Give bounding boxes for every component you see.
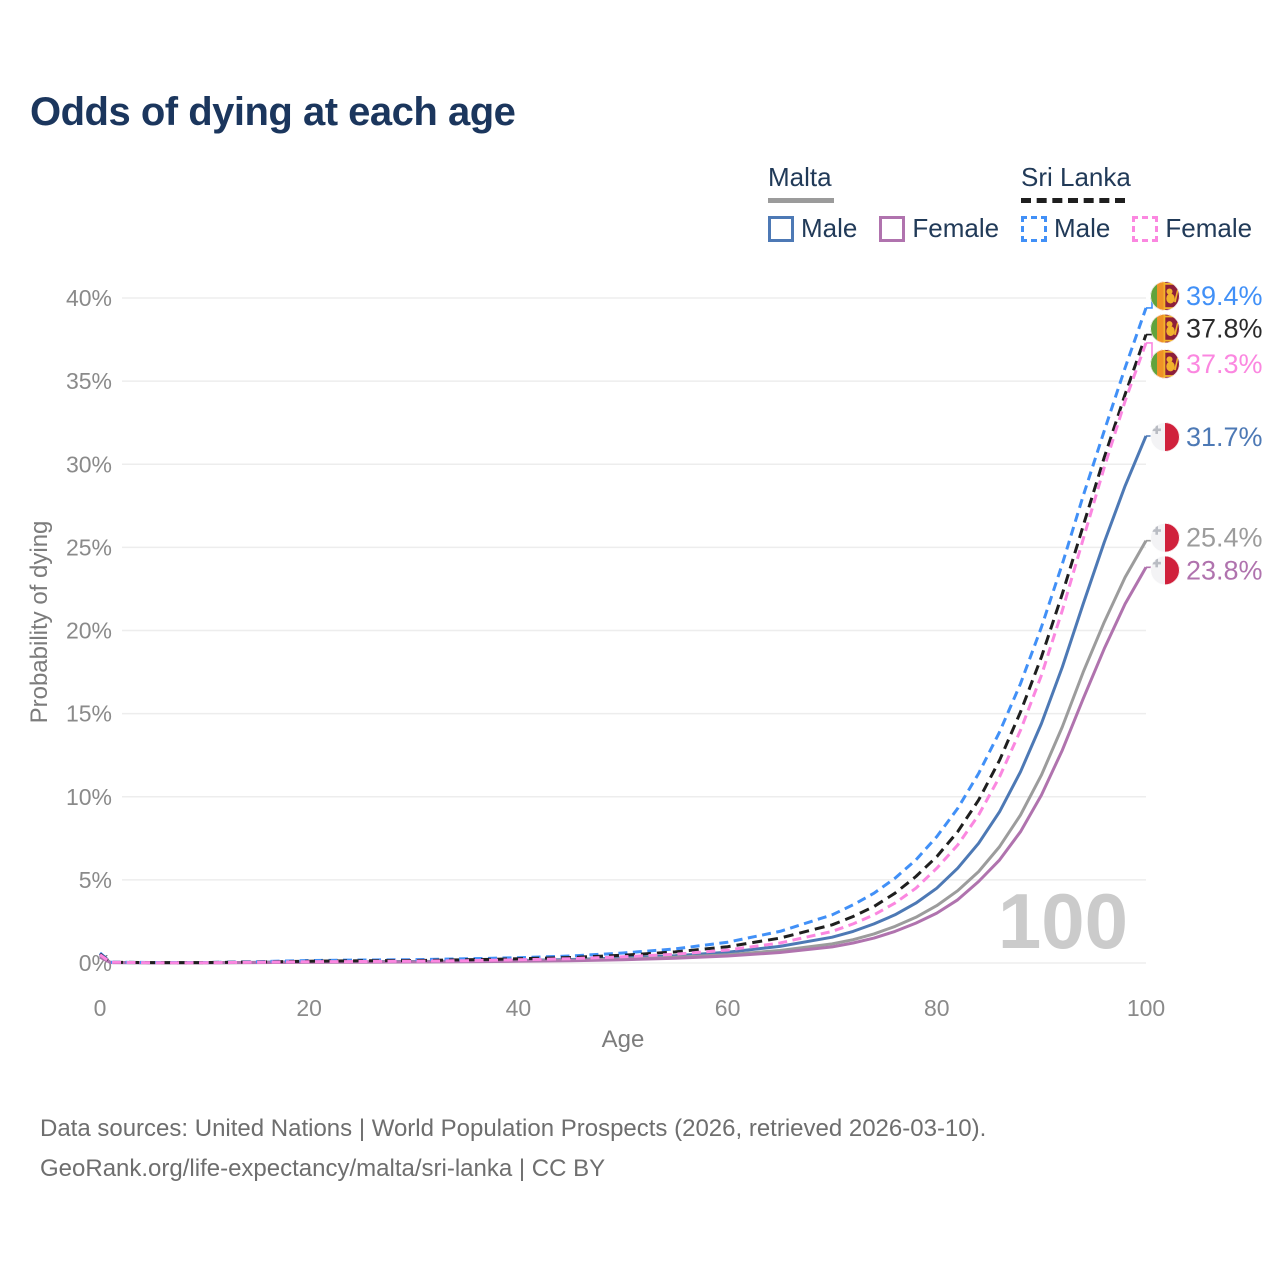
flag-icon-malta xyxy=(1150,422,1180,452)
footer-line-2: GeoRank.org/life-expectancy/malta/sri-la… xyxy=(40,1155,606,1182)
flag-icon-malta xyxy=(1150,523,1180,553)
end-value-label-sri-lanka-female: 37.3% xyxy=(1186,349,1263,379)
end-value-label-malta: 25.4% xyxy=(1186,523,1263,553)
flag-icon-sri-lanka xyxy=(1150,281,1180,311)
legend-group-sri-lanka: Sri Lanka Male Female xyxy=(1021,162,1252,244)
y-tick-label: 20% xyxy=(66,618,112,644)
y-tick-label: 5% xyxy=(79,867,112,893)
legend-item-malta-male[interactable]: Male xyxy=(768,213,857,244)
legend-item-sri-lanka-female[interactable]: Female xyxy=(1132,213,1252,244)
series-line-sri-lanka-male xyxy=(99,307,1148,964)
x-tick-label: 60 xyxy=(715,995,741,1021)
x-tick-label: 0 xyxy=(94,995,107,1021)
legend-label-malta-male: Male xyxy=(801,213,858,243)
flag-icon-sri-lanka xyxy=(1150,349,1180,379)
legend-header-malta[interactable]: Malta xyxy=(768,162,832,192)
legend-label-malta-female: Female xyxy=(912,213,1000,243)
series-line-sri-lanka-female xyxy=(99,342,1148,965)
y-tick-label: 10% xyxy=(66,784,112,810)
legend-header-sri-lanka[interactable]: Sri Lanka xyxy=(1021,162,1131,192)
end-value-label-malta-male: 31.7% xyxy=(1186,422,1263,452)
x-tick-label: 100 xyxy=(1127,995,1165,1021)
y-axis-title: Probability of dying xyxy=(26,521,53,724)
end-value-label-sri-lanka-male: 39.4% xyxy=(1186,281,1263,311)
x-tick-label: 40 xyxy=(506,995,532,1021)
legend-label-sri-lanka-female: Female xyxy=(1165,213,1253,243)
x-axis-title: Age xyxy=(602,1026,645,1053)
legend-item-malta-female[interactable]: Female xyxy=(879,213,999,244)
malta-female-swatch[interactable] xyxy=(879,215,906,242)
sri-lanka-female-swatch[interactable] xyxy=(1132,215,1159,242)
age-watermark: 100 xyxy=(998,877,1128,965)
y-tick-label: 25% xyxy=(66,534,112,560)
series-line-malta-female xyxy=(99,566,1148,965)
y-tick-label: 40% xyxy=(66,285,112,311)
flag-icon-sri-lanka xyxy=(1150,314,1180,344)
legend-label-sri-lanka-male: Male xyxy=(1054,213,1111,243)
y-tick-label: 0% xyxy=(79,950,112,976)
sri-lanka-line-sample xyxy=(1021,198,1125,203)
footer-line-1: Data sources: United Nations | World Pop… xyxy=(40,1115,987,1142)
sri-lanka-male-swatch[interactable] xyxy=(1021,215,1047,242)
y-tick-label: 35% xyxy=(66,368,112,394)
data-source-footer: Data sources: United Nations | World Pop… xyxy=(40,1109,986,1189)
y-tick-label: 30% xyxy=(66,451,112,477)
flag-icon-malta xyxy=(1150,555,1180,585)
x-tick-label: 80 xyxy=(924,995,950,1021)
end-value-label-sri-lanka: 37.8% xyxy=(1186,314,1263,344)
series-line-malta-male xyxy=(99,435,1148,965)
x-tick-label: 20 xyxy=(296,995,322,1021)
series-line-sri-lanka xyxy=(99,334,1148,965)
legend-group-malta: Malta Male Female xyxy=(768,162,999,244)
y-tick-label: 15% xyxy=(66,701,112,727)
malta-line-sample xyxy=(768,198,834,203)
page-title: Odds of dying at each age xyxy=(30,90,516,134)
end-value-label-malta-female: 23.8% xyxy=(1186,555,1263,585)
legend-item-sri-lanka-male[interactable]: Male xyxy=(1021,213,1110,244)
malta-male-swatch[interactable] xyxy=(768,215,794,242)
